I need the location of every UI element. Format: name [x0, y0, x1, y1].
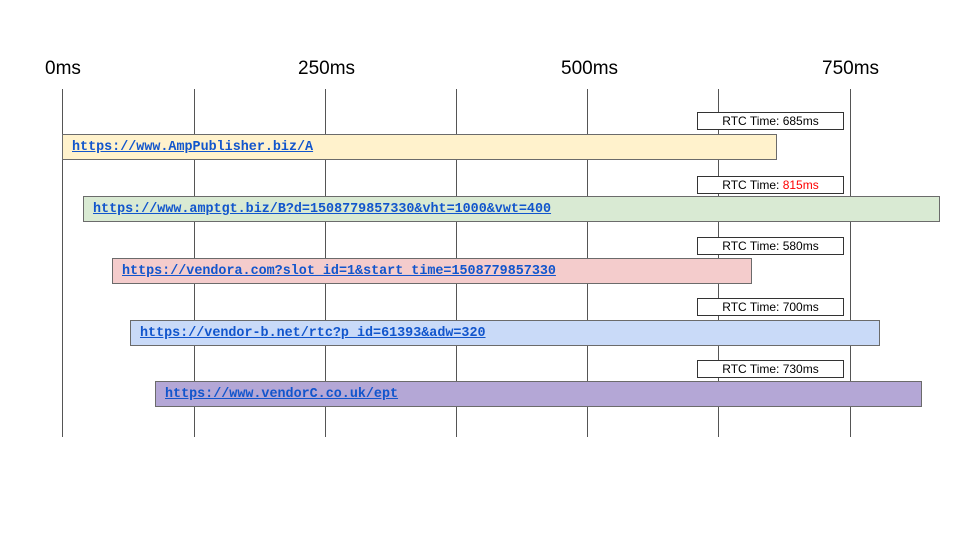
tick-label-0ms: 0ms — [45, 58, 81, 79]
rtc-time-label: RTC Time: 730ms — [697, 360, 844, 378]
request-bar-vendora: https://vendora.com?slot_id=1&start_time… — [112, 258, 752, 284]
rtc-time-prefix: RTC Time: — [722, 239, 783, 253]
rtc-time-label: RTC Time: 685ms — [697, 112, 844, 130]
request-url-link[interactable]: https://vendor-b.net/rtc?p_id=61393&adw=… — [140, 326, 486, 341]
request-bar-amptgt: https://www.amptgt.biz/B?d=1508779857330… — [83, 196, 940, 222]
gridline — [850, 89, 851, 437]
rtc-time-value: 730ms — [782, 362, 819, 376]
request-url-link[interactable]: https://www.vendorC.co.uk/ept — [165, 387, 399, 402]
rtc-time-value: 700ms — [782, 300, 819, 314]
rtc-time-prefix: RTC Time: — [722, 300, 783, 314]
gridline — [62, 89, 63, 437]
request-url-link[interactable]: https://www.amptgt.biz/B?d=1508779857330… — [93, 202, 552, 217]
rtc-time-value: 815ms — [782, 178, 819, 192]
rtc-time-prefix: RTC Time: — [722, 362, 783, 376]
request-bar-vendor-b: https://vendor-b.net/rtc?p_id=61393&adw=… — [130, 320, 880, 346]
request-bar-vendorc: https://www.vendorC.co.uk/ept — [155, 381, 922, 407]
rtc-time-label: RTC Time: 580ms — [697, 237, 844, 255]
rtc-time-label: RTC Time: 700ms — [697, 298, 844, 316]
rtc-time-value: 685ms — [782, 114, 819, 128]
request-bar-publisher: https://www.AmpPublisher.biz/A — [62, 134, 777, 160]
request-url-link[interactable]: https://www.AmpPublisher.biz/A — [72, 140, 314, 155]
rtc-time-value: 580ms — [782, 239, 819, 253]
rtc-time-prefix: RTC Time: — [722, 178, 783, 192]
tick-label-750ms: 750ms — [822, 58, 880, 79]
tick-label-500ms: 500ms — [561, 58, 619, 79]
rtc-time-label: RTC Time: 815ms — [697, 176, 844, 194]
tick-label-250ms: 250ms — [298, 58, 356, 79]
rtc-time-prefix: RTC Time: — [722, 114, 783, 128]
request-url-link[interactable]: https://vendora.com?slot_id=1&start_time… — [122, 264, 556, 279]
